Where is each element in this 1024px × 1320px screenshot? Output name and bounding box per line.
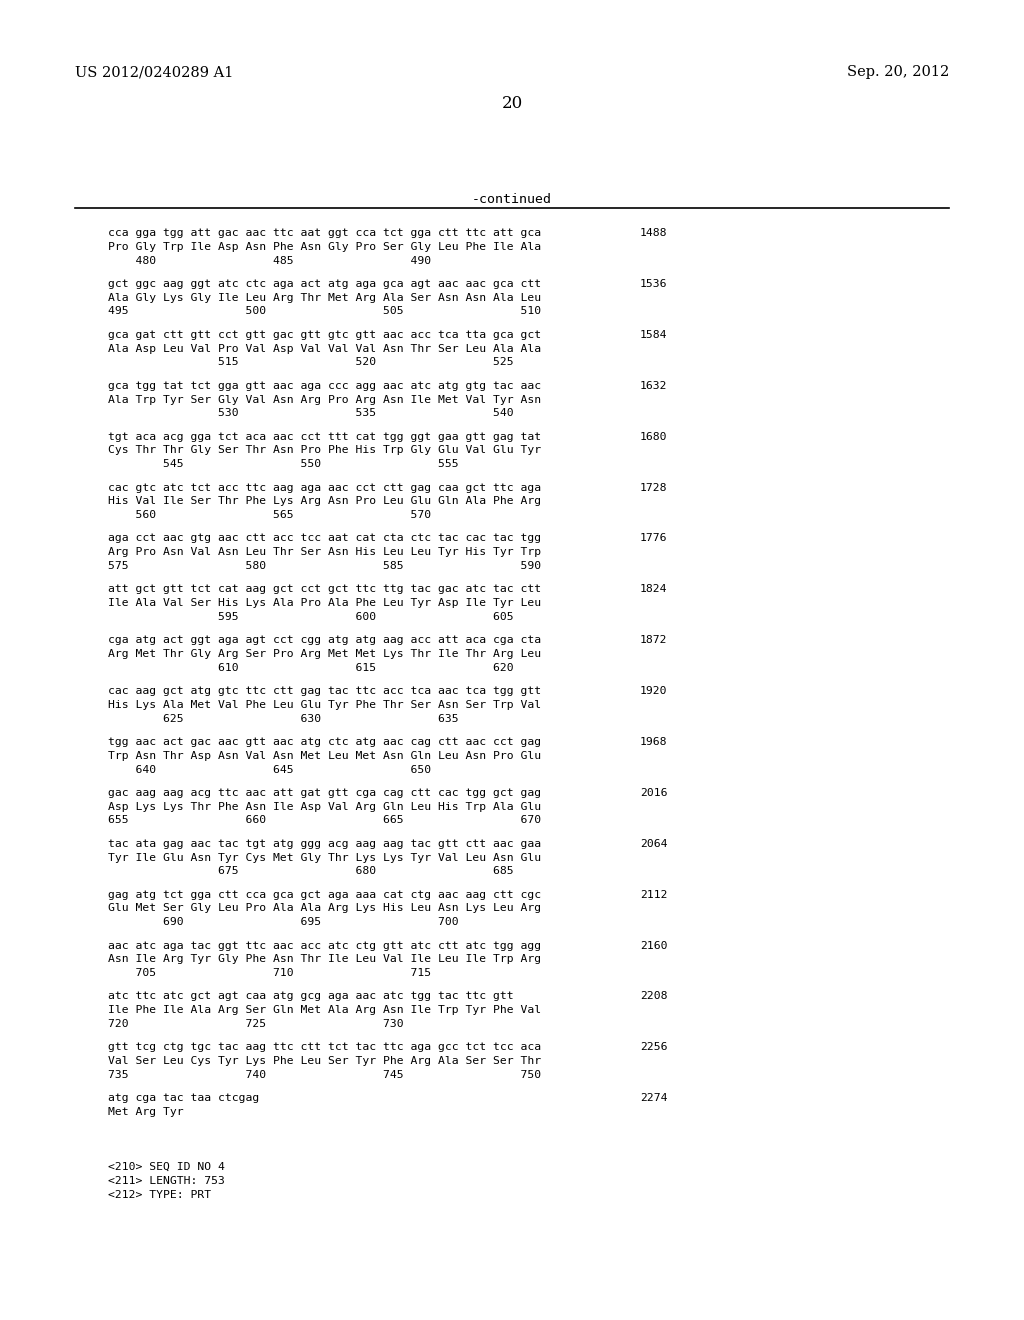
Text: gac aag aag acg ttc aac att gat gtt cga cag ctt cac tgg gct gag: gac aag aag acg ttc aac att gat gtt cga … <box>108 788 541 797</box>
Text: 2016: 2016 <box>640 788 668 797</box>
Text: Asp Lys Lys Thr Phe Asn Ile Asp Val Arg Gln Leu His Trp Ala Glu: Asp Lys Lys Thr Phe Asn Ile Asp Val Arg … <box>108 801 541 812</box>
Text: 1488: 1488 <box>640 228 668 238</box>
Text: tgt aca acg gga tct aca aac cct ttt cat tgg ggt gaa gtt gag tat: tgt aca acg gga tct aca aac cct ttt cat … <box>108 432 541 442</box>
Text: Ala Gly Lys Gly Ile Leu Arg Thr Met Arg Ala Ser Asn Asn Ala Leu: Ala Gly Lys Gly Ile Leu Arg Thr Met Arg … <box>108 293 541 302</box>
Text: 690                 695                 700: 690 695 700 <box>108 917 459 927</box>
Text: 1824: 1824 <box>640 585 668 594</box>
Text: <210> SEQ ID NO 4: <210> SEQ ID NO 4 <box>108 1162 225 1172</box>
Text: 2160: 2160 <box>640 941 668 950</box>
Text: 2112: 2112 <box>640 890 668 900</box>
Text: gct ggc aag ggt atc ctc aga act atg aga gca agt aac aac gca ctt: gct ggc aag ggt atc ctc aga act atg aga … <box>108 279 541 289</box>
Text: 610                 615                 620: 610 615 620 <box>108 663 514 673</box>
Text: 625                 630                 635: 625 630 635 <box>108 714 459 723</box>
Text: cac gtc atc tct acc ttc aag aga aac cct ctt gag caa gct ttc aga: cac gtc atc tct acc ttc aag aga aac cct … <box>108 483 541 492</box>
Text: US 2012/0240289 A1: US 2012/0240289 A1 <box>75 65 233 79</box>
Text: 1728: 1728 <box>640 483 668 492</box>
Text: 2208: 2208 <box>640 991 668 1002</box>
Text: atc ttc atc gct agt caa atg gcg aga aac atc tgg tac ttc gtt: atc ttc atc gct agt caa atg gcg aga aac … <box>108 991 514 1002</box>
Text: Val Ser Leu Cys Tyr Lys Phe Leu Ser Tyr Phe Arg Ala Ser Ser Thr: Val Ser Leu Cys Tyr Lys Phe Leu Ser Tyr … <box>108 1056 541 1067</box>
Text: His Val Ile Ser Thr Phe Lys Arg Asn Pro Leu Glu Gln Ala Phe Arg: His Val Ile Ser Thr Phe Lys Arg Asn Pro … <box>108 496 541 507</box>
Text: gtt tcg ctg tgc tac aag ttc ctt tct tac ttc aga gcc tct tcc aca: gtt tcg ctg tgc tac aag ttc ctt tct tac … <box>108 1043 541 1052</box>
Text: 515                 520                 525: 515 520 525 <box>108 358 514 367</box>
Text: <211> LENGTH: 753: <211> LENGTH: 753 <box>108 1176 225 1185</box>
Text: atg cga tac taa ctcgag: atg cga tac taa ctcgag <box>108 1093 259 1104</box>
Text: 1776: 1776 <box>640 533 668 544</box>
Text: Pro Gly Trp Ile Asp Asn Phe Asn Gly Pro Ser Gly Leu Phe Ile Ala: Pro Gly Trp Ile Asp Asn Phe Asn Gly Pro … <box>108 242 541 252</box>
Text: 480                 485                 490: 480 485 490 <box>108 256 431 265</box>
Text: 675                 680                 685: 675 680 685 <box>108 866 514 876</box>
Text: 560                 565                 570: 560 565 570 <box>108 510 431 520</box>
Text: 575                 580                 585                 590: 575 580 585 590 <box>108 561 541 572</box>
Text: tgg aac act gac aac gtt aac atg ctc atg aac cag ctt aac cct gag: tgg aac act gac aac gtt aac atg ctc atg … <box>108 737 541 747</box>
Text: 20: 20 <box>502 95 522 112</box>
Text: 2274: 2274 <box>640 1093 668 1104</box>
Text: Trp Asn Thr Asp Asn Val Asn Met Leu Met Asn Gln Leu Asn Pro Glu: Trp Asn Thr Asp Asn Val Asn Met Leu Met … <box>108 751 541 760</box>
Text: aga cct aac gtg aac ctt acc tcc aat cat cta ctc tac cac tac tgg: aga cct aac gtg aac ctt acc tcc aat cat … <box>108 533 541 544</box>
Text: 1872: 1872 <box>640 635 668 645</box>
Text: gca tgg tat tct gga gtt aac aga ccc agg aac atc atg gtg tac aac: gca tgg tat tct gga gtt aac aga ccc agg … <box>108 380 541 391</box>
Text: tac ata gag aac tac tgt atg ggg acg aag aag tac gtt ctt aac gaa: tac ata gag aac tac tgt atg ggg acg aag … <box>108 838 541 849</box>
Text: aac atc aga tac ggt ttc aac acc atc ctg gtt atc ctt atc tgg agg: aac atc aga tac ggt ttc aac acc atc ctg … <box>108 941 541 950</box>
Text: cga atg act ggt aga agt cct cgg atg atg aag acc att aca cga cta: cga atg act ggt aga agt cct cgg atg atg … <box>108 635 541 645</box>
Text: Ala Trp Tyr Ser Gly Val Asn Arg Pro Arg Asn Ile Met Val Tyr Asn: Ala Trp Tyr Ser Gly Val Asn Arg Pro Arg … <box>108 395 541 404</box>
Text: Ile Phe Ile Ala Arg Ser Gln Met Ala Arg Asn Ile Trp Tyr Phe Val: Ile Phe Ile Ala Arg Ser Gln Met Ala Arg … <box>108 1006 541 1015</box>
Text: att gct gtt tct cat aag gct cct gct ttc ttg tac gac atc tac ctt: att gct gtt tct cat aag gct cct gct ttc … <box>108 585 541 594</box>
Text: Sep. 20, 2012: Sep. 20, 2012 <box>847 65 949 79</box>
Text: 1536: 1536 <box>640 279 668 289</box>
Text: 1680: 1680 <box>640 432 668 442</box>
Text: 640                 645                 650: 640 645 650 <box>108 764 431 775</box>
Text: Arg Pro Asn Val Asn Leu Thr Ser Asn His Leu Leu Tyr His Tyr Trp: Arg Pro Asn Val Asn Leu Thr Ser Asn His … <box>108 548 541 557</box>
Text: 1632: 1632 <box>640 380 668 391</box>
Text: Glu Met Ser Gly Leu Pro Ala Ala Arg Lys His Leu Asn Lys Leu Arg: Glu Met Ser Gly Leu Pro Ala Ala Arg Lys … <box>108 903 541 913</box>
Text: Ala Asp Leu Val Pro Val Asp Val Val Val Asn Thr Ser Leu Ala Ala: Ala Asp Leu Val Pro Val Asp Val Val Val … <box>108 343 541 354</box>
Text: Met Arg Tyr: Met Arg Tyr <box>108 1107 183 1117</box>
Text: Ile Ala Val Ser His Lys Ala Pro Ala Phe Leu Tyr Asp Ile Tyr Leu: Ile Ala Val Ser His Lys Ala Pro Ala Phe … <box>108 598 541 609</box>
Text: 595                 600                 605: 595 600 605 <box>108 612 514 622</box>
Text: Asn Ile Arg Tyr Gly Phe Asn Thr Ile Leu Val Ile Leu Ile Trp Arg: Asn Ile Arg Tyr Gly Phe Asn Thr Ile Leu … <box>108 954 541 965</box>
Text: <212> TYPE: PRT: <212> TYPE: PRT <box>108 1189 211 1200</box>
Text: gca gat ctt gtt cct gtt gac gtt gtc gtt aac acc tca tta gca gct: gca gat ctt gtt cct gtt gac gtt gtc gtt … <box>108 330 541 339</box>
Text: cac aag gct atg gtc ttc ctt gag tac ttc acc tca aac tca tgg gtt: cac aag gct atg gtc ttc ctt gag tac ttc … <box>108 686 541 696</box>
Text: 2256: 2256 <box>640 1043 668 1052</box>
Text: -continued: -continued <box>472 193 552 206</box>
Text: His Lys Ala Met Val Phe Leu Glu Tyr Phe Thr Ser Asn Ser Trp Val: His Lys Ala Met Val Phe Leu Glu Tyr Phe … <box>108 700 541 710</box>
Text: Tyr Ile Glu Asn Tyr Cys Met Gly Thr Lys Lys Tyr Val Leu Asn Glu: Tyr Ile Glu Asn Tyr Cys Met Gly Thr Lys … <box>108 853 541 862</box>
Text: gag atg tct gga ctt cca gca gct aga aaa cat ctg aac aag ctt cgc: gag atg tct gga ctt cca gca gct aga aaa … <box>108 890 541 900</box>
Text: 2064: 2064 <box>640 838 668 849</box>
Text: 495                 500                 505                 510: 495 500 505 510 <box>108 306 541 317</box>
Text: 1968: 1968 <box>640 737 668 747</box>
Text: 1920: 1920 <box>640 686 668 696</box>
Text: 545                 550                 555: 545 550 555 <box>108 459 459 469</box>
Text: Arg Met Thr Gly Arg Ser Pro Arg Met Met Lys Thr Ile Thr Arg Leu: Arg Met Thr Gly Arg Ser Pro Arg Met Met … <box>108 649 541 659</box>
Text: 705                 710                 715: 705 710 715 <box>108 968 431 978</box>
Text: 720                 725                 730: 720 725 730 <box>108 1019 403 1030</box>
Text: cca gga tgg att gac aac ttc aat ggt cca tct gga ctt ttc att gca: cca gga tgg att gac aac ttc aat ggt cca … <box>108 228 541 238</box>
Text: 530                 535                 540: 530 535 540 <box>108 408 514 418</box>
Text: Cys Thr Thr Gly Ser Thr Asn Pro Phe His Trp Gly Glu Val Glu Tyr: Cys Thr Thr Gly Ser Thr Asn Pro Phe His … <box>108 445 541 455</box>
Text: 655                 660                 665                 670: 655 660 665 670 <box>108 816 541 825</box>
Text: 1584: 1584 <box>640 330 668 339</box>
Text: 735                 740                 745                 750: 735 740 745 750 <box>108 1071 541 1080</box>
